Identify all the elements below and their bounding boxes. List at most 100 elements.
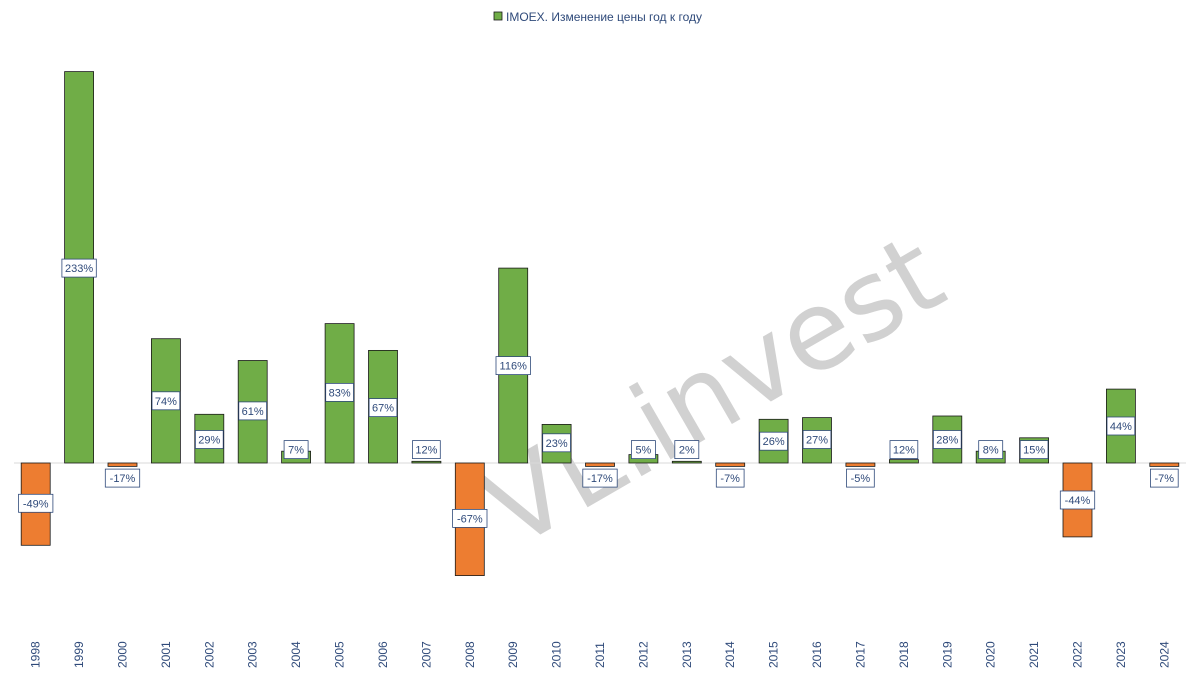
- data-label-box: [1059, 490, 1096, 510]
- data-label-box: [151, 391, 181, 411]
- data-label-box: [631, 440, 656, 460]
- data-label-text: 23%: [546, 438, 568, 450]
- data-label-box: [1106, 416, 1136, 436]
- bar-2011: [585, 462, 615, 467]
- data-label-2004: 7%: [283, 440, 309, 460]
- data-label-box: [542, 433, 571, 453]
- legend-swatch: [493, 11, 503, 21]
- data-label-text: 26%: [763, 436, 785, 448]
- data-labels-layer: -49% 233% -17% 74% 29% 61% 7% 83% 67% 12% -67% 116%…: [18, 258, 1179, 528]
- x-axis-ticks: 1998 1999 2000 2001 2002 2003 2004 2005 2006 2007…: [29, 641, 1172, 668]
- x-tick-2006: 2006: [376, 641, 390, 668]
- x-tick-2019: 2019: [940, 641, 954, 668]
- data-label-2011: -17%: [582, 468, 618, 488]
- data-label-text: -17%: [110, 473, 136, 485]
- bar-2007: [411, 460, 442, 464]
- x-tick-2017: 2017: [853, 641, 867, 668]
- x-tick-2001: 2001: [159, 641, 173, 668]
- data-label-text: 44%: [1110, 421, 1132, 433]
- data-label-2000: -17%: [104, 468, 141, 488]
- x-tick-2013: 2013: [680, 641, 694, 668]
- data-label-text: -7%: [720, 473, 740, 485]
- data-label-box: [759, 431, 788, 451]
- x-tick-2023: 2023: [1114, 641, 1128, 668]
- data-label-text: 7%: [288, 445, 304, 457]
- data-label-box: [978, 440, 1004, 460]
- data-label-box: [846, 468, 875, 488]
- data-label-box: [194, 430, 224, 449]
- data-label-2015: 26%: [759, 431, 788, 451]
- data-label-2021: 15%: [1019, 440, 1049, 460]
- data-label-2002: 29%: [194, 430, 224, 449]
- data-label-text: 2%: [679, 445, 695, 457]
- data-label-box: [325, 382, 354, 402]
- data-label-text: -49%: [23, 498, 49, 510]
- data-label-box: [933, 430, 962, 449]
- x-tick-1998: 1998: [29, 641, 43, 668]
- data-label-text: -44%: [1065, 495, 1091, 507]
- data-label-box: [495, 356, 531, 376]
- data-label-text: -7%: [1155, 473, 1175, 485]
- x-tick-2024: 2024: [1157, 641, 1171, 668]
- data-label-text: 5%: [635, 445, 651, 457]
- data-label-text: 74%: [155, 396, 177, 408]
- x-tick-2014: 2014: [723, 641, 737, 668]
- data-label-2001: 74%: [151, 391, 181, 411]
- x-tick-2022: 2022: [1071, 641, 1085, 668]
- data-label-2024: -7%: [1150, 468, 1179, 488]
- data-label-box: [452, 508, 488, 528]
- data-label-text: 116%: [500, 361, 528, 373]
- data-label-text: 29%: [198, 435, 220, 447]
- data-label-box: [283, 440, 309, 460]
- data-label-box: [104, 468, 141, 488]
- x-tick-2020: 2020: [984, 641, 998, 668]
- data-label-text: 28%: [936, 435, 958, 447]
- data-label-box: [18, 493, 54, 513]
- x-tick-2015: 2015: [767, 641, 781, 668]
- data-label-2003: 61%: [238, 401, 268, 421]
- data-label-1999: 233%: [61, 258, 97, 278]
- x-tick-2008: 2008: [463, 641, 477, 668]
- x-tick-2004: 2004: [289, 641, 303, 668]
- x-tick-2010: 2010: [550, 641, 564, 668]
- x-tick-2012: 2012: [636, 641, 650, 668]
- data-label-text: 83%: [329, 387, 351, 399]
- data-label-text: 67%: [372, 403, 394, 415]
- data-label-2023: 44%: [1106, 416, 1136, 436]
- data-label-box: [368, 398, 398, 418]
- x-tick-2007: 2007: [419, 641, 433, 668]
- bar-2013: [671, 460, 702, 464]
- data-label-text: 61%: [242, 406, 264, 418]
- data-label-2012: 5%: [631, 440, 656, 460]
- x-tick-2018: 2018: [897, 641, 911, 668]
- data-label-2013: 2%: [674, 440, 700, 460]
- data-label-text: 8%: [983, 445, 999, 457]
- watermark: VL.invest: [462, 209, 963, 572]
- data-label-box: [674, 440, 700, 460]
- data-label-1998: -49%: [18, 493, 54, 513]
- data-label-text: -5%: [851, 473, 871, 485]
- x-tick-2005: 2005: [333, 641, 347, 668]
- bar-2014: [715, 462, 746, 467]
- data-label-box: [238, 401, 268, 421]
- data-label-2018: 12%: [889, 440, 919, 460]
- data-label-box: [889, 440, 919, 460]
- data-label-text: 12%: [415, 445, 437, 457]
- data-label-box: [1150, 468, 1179, 488]
- data-label-box: [412, 440, 441, 460]
- legend: IMOEX. Изменение цены год к году: [493, 10, 702, 24]
- data-label-2017: -5%: [846, 468, 875, 488]
- data-label-text: 27%: [806, 435, 828, 447]
- data-label-text: -17%: [587, 473, 613, 485]
- data-label-2020: 8%: [978, 440, 1004, 460]
- x-tick-1999: 1999: [72, 641, 86, 668]
- data-label-text: 15%: [1023, 445, 1045, 457]
- x-tick-2003: 2003: [246, 641, 260, 668]
- x-tick-2002: 2002: [202, 641, 216, 668]
- bar-2018: [889, 459, 919, 464]
- data-label-text: 233%: [65, 263, 93, 275]
- data-label-box: [1019, 440, 1049, 460]
- data-label-box: [582, 468, 618, 488]
- bar-2000: [107, 462, 138, 467]
